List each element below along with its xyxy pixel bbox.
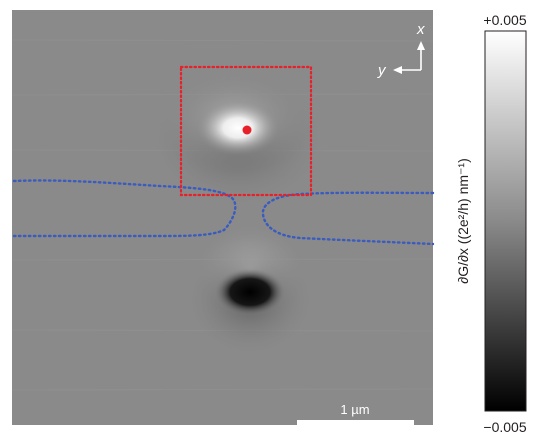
colorbar-max-label: +0.005 [483, 12, 526, 28]
scale-bar-label: 1 µm [340, 402, 369, 417]
axis-x-label: x [416, 21, 425, 38]
upper-bright-blob [196, 100, 280, 156]
axis-y-label: y [377, 62, 387, 79]
gate-outline-right [261, 191, 435, 246]
axis-indicator [393, 41, 425, 74]
tip-marker [242, 125, 252, 135]
scan-image [12, 10, 433, 425]
colorbar-min-label: −0.005 [483, 419, 526, 435]
gate-outline-left [12, 179, 237, 238]
colorbar-axis-label: ∂G/∂x ((2e²/h) nm⁻¹) [455, 158, 471, 283]
scale-bar [297, 420, 414, 425]
region-box [179, 65, 313, 197]
lower-dark-blob [214, 268, 286, 316]
gate-outlines [12, 179, 435, 246]
colorbar [484, 30, 527, 412]
